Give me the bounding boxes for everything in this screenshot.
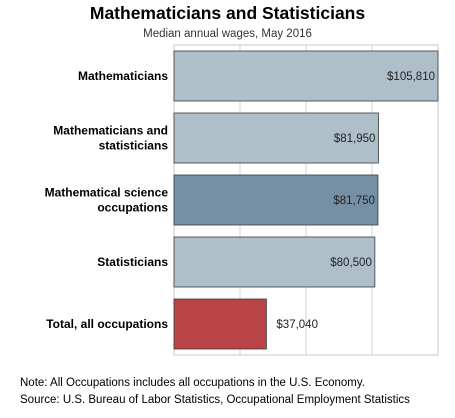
chart-title: Mathematicians and Statisticians — [89, 3, 366, 23]
category-label: Mathematical science — [45, 186, 169, 200]
bar[interactable] — [173, 112, 379, 164]
value-label: $37,040 — [276, 319, 318, 331]
source-text: Source: U.S. Bureau of Labor Statistics,… — [20, 394, 410, 406]
value-label: $81,750 — [333, 195, 375, 207]
category-label: statisticians — [99, 139, 169, 153]
category-label: Total, all occupations — [46, 317, 168, 331]
bar[interactable] — [173, 50, 439, 102]
bar[interactable] — [173, 298, 267, 350]
bar-chart: Mathematicians Mathematicians andstatisti… — [45, 44, 439, 356]
note-text: Note: All Occupations includes all occup… — [20, 377, 365, 389]
bar[interactable] — [173, 236, 376, 288]
value-label: $105,810 — [387, 71, 435, 83]
chart-subtitle: Median annual wages, May 2016 — [143, 28, 312, 40]
category-label: Mathematicians — [78, 69, 168, 83]
category-label: Statisticians — [97, 255, 168, 269]
bar[interactable] — [173, 174, 379, 226]
category-label: Mathematicians and — [53, 124, 168, 138]
value-label: $80,500 — [330, 257, 372, 269]
category-label: occupations — [97, 201, 168, 215]
chart-notes: Note: All Occupations includes all occup… — [20, 375, 450, 409]
value-label: $81,950 — [334, 133, 376, 145]
